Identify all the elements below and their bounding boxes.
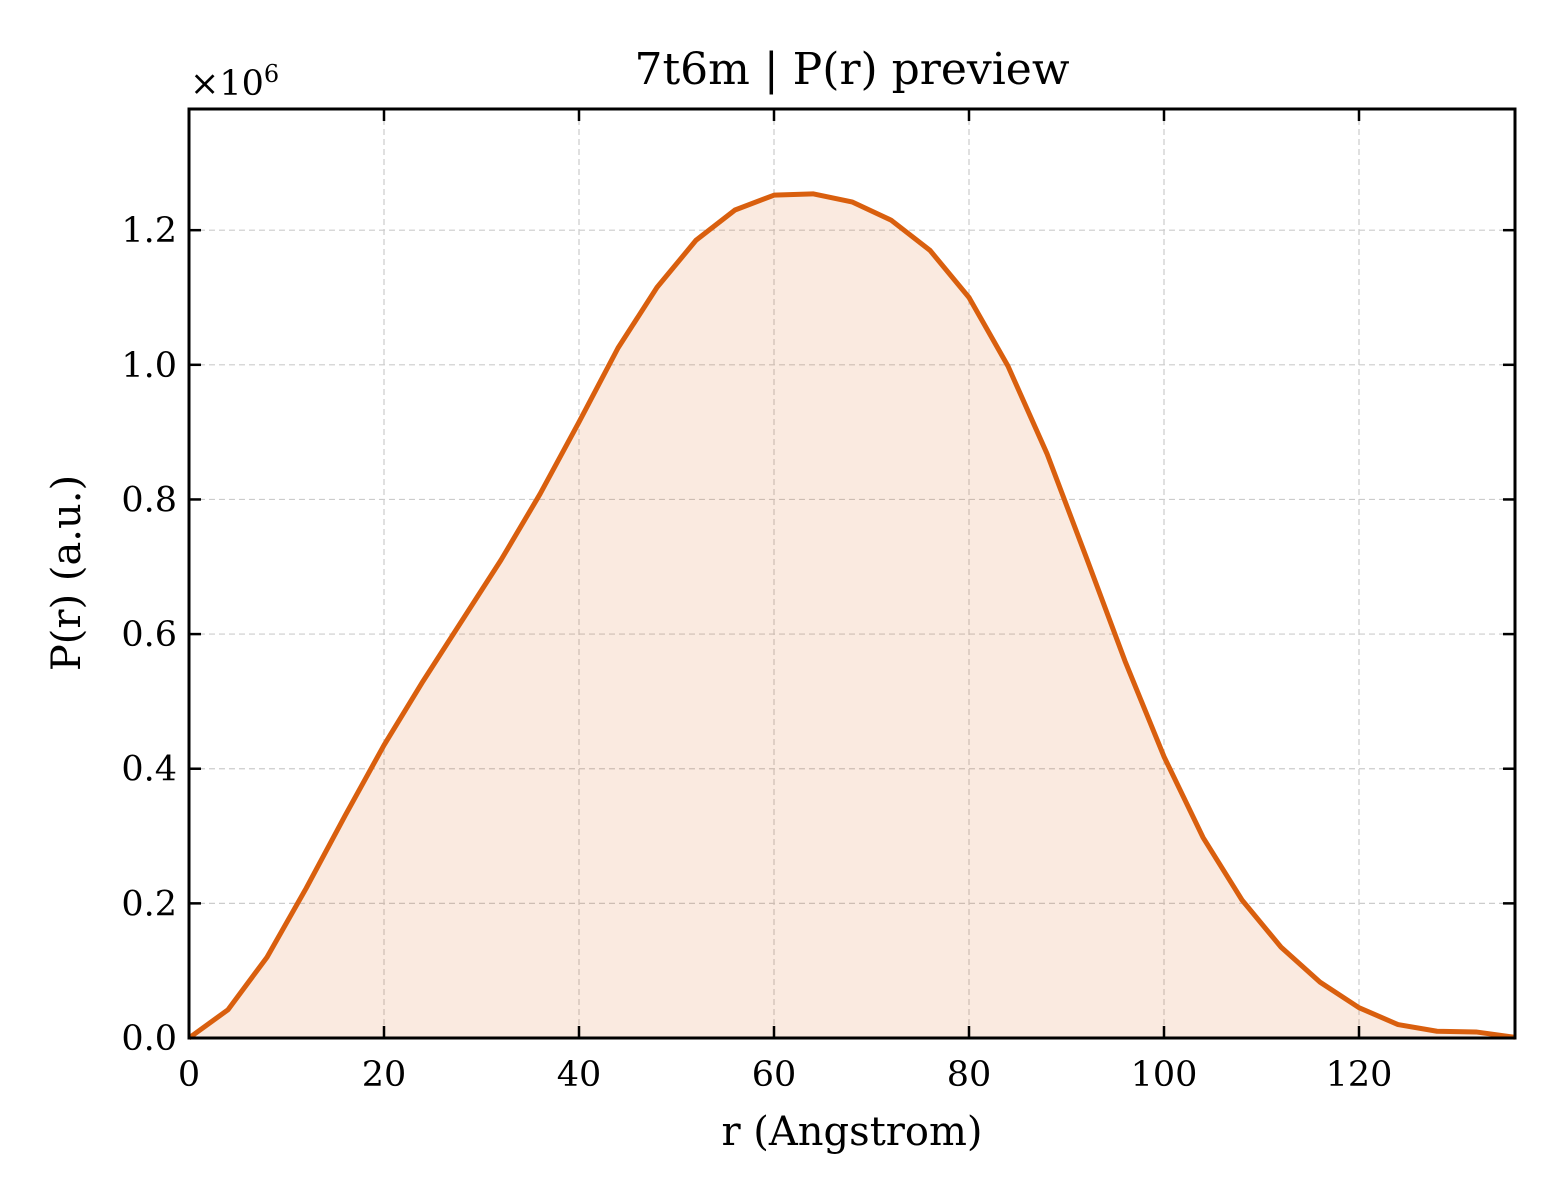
x-tick-label: 0 (178, 1055, 200, 1095)
y-axis-ticks: 0.0 0.2 0.4 0.6 0.8 1.0 1.2 (121, 211, 1515, 1059)
area-fill (189, 193, 1515, 1038)
y-tick-label: 0.2 (121, 884, 177, 924)
x-tick-label: 60 (752, 1055, 797, 1095)
x-tick-label: 100 (1131, 1055, 1198, 1095)
y-tick-label: 0.4 (121, 750, 177, 790)
chart-title: 7t6m | P(r) preview (634, 44, 1069, 95)
y-multiplier: ×106 (190, 60, 279, 104)
y-tick-label: 0.0 (121, 1019, 177, 1059)
x-axis-label: r (Angstrom) (721, 1109, 982, 1155)
grid-lines (188, 109, 1515, 1039)
y-tick-label: 0.6 (121, 615, 177, 655)
x-tick-label: 20 (362, 1055, 407, 1095)
y-tick-label: 0.8 (121, 480, 177, 520)
x-tick-label: 40 (557, 1055, 602, 1095)
x-axis-ticks: 0 20 40 60 80 100 120 (178, 109, 1393, 1095)
y-tick-label: 1.2 (121, 211, 177, 251)
series-line (187, 191, 1516, 1041)
y-tick-label: 1.0 (121, 346, 177, 386)
x-tick-label: 80 (947, 1055, 992, 1095)
y-axis-label: P(r) (a.u.) (44, 475, 90, 671)
plot-frame (187, 107, 1517, 1040)
x-tick-label: 120 (1326, 1055, 1393, 1095)
